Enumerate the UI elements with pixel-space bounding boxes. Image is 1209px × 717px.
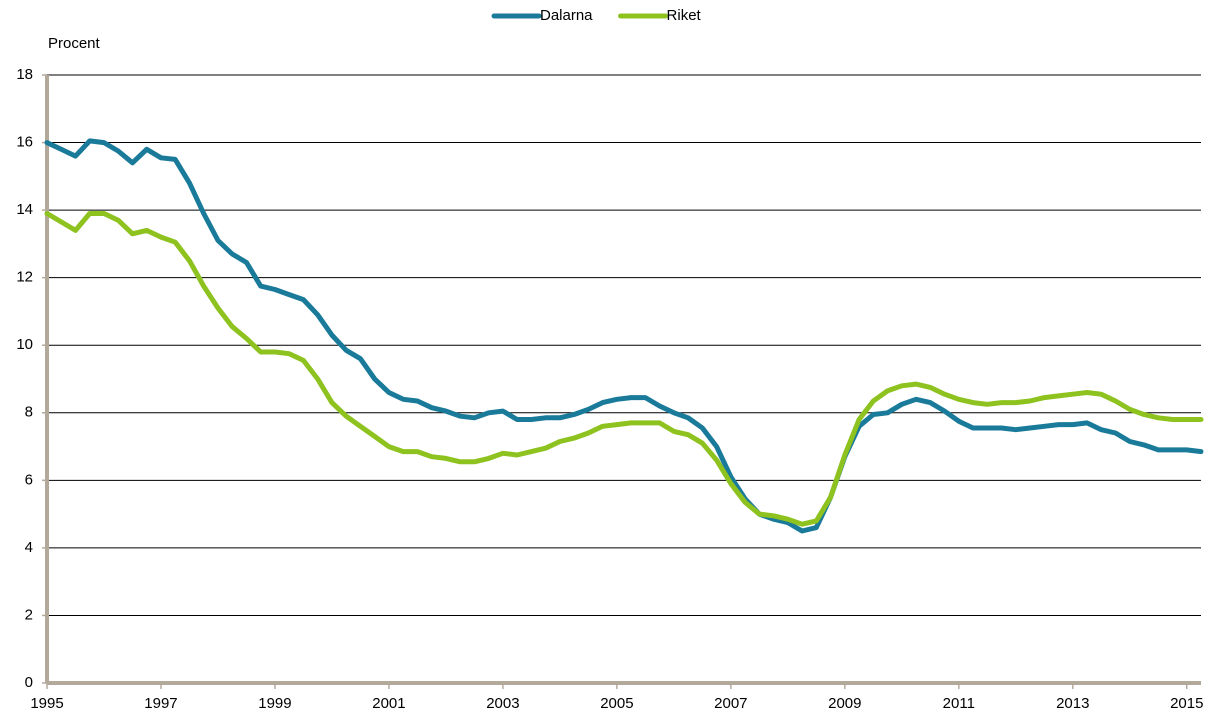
x-tick-label: 2007 (714, 695, 747, 712)
y-tick-label: 8 (25, 404, 33, 421)
x-tick-label: 2009 (828, 695, 861, 712)
y-tick-label: 18 (16, 66, 33, 83)
legend-label: Dalarna (540, 7, 593, 24)
x-tick-label: 2005 (600, 695, 633, 712)
data-line (44, 138, 1204, 534)
x-tick-label: 2015 (1170, 695, 1203, 712)
data-line (44, 211, 1204, 527)
x-tick-label: 2003 (486, 695, 519, 712)
y-tick-label: 14 (16, 201, 33, 218)
legend-label: Riket (667, 7, 702, 24)
y-tick-label: 16 (16, 134, 33, 151)
y-tick-label: 4 (25, 539, 33, 556)
x-tick-label: 2011 (943, 695, 975, 712)
y-tick-label: 6 (25, 471, 33, 488)
x-tick-label: 1995 (30, 695, 63, 712)
y-tick-label: 10 (16, 336, 33, 353)
y-axis-label: Procent (48, 35, 101, 52)
y-tick-label: 12 (16, 269, 33, 286)
x-tick-label: 1999 (258, 695, 291, 712)
y-tick-label: 0 (25, 674, 33, 691)
y-tick-label: 2 (25, 606, 33, 623)
x-tick-label: 2013 (1056, 695, 1089, 712)
x-tick-label: 1997 (144, 695, 177, 712)
x-tick-label: 2001 (372, 695, 405, 712)
